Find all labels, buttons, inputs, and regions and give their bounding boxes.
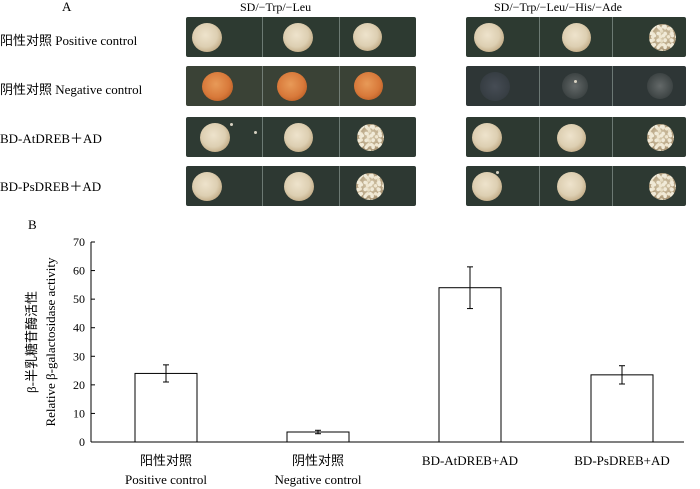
y-tick-label: 20 [73,378,85,392]
plate-strip-positive-left [186,17,416,57]
x-tick-label: BD-PsDREB+AD [574,453,669,468]
y-axis-label-cn: β-半乳糖苷酶活性 [24,291,39,393]
x-tick-label-en: Negative control [275,472,362,487]
colony [649,173,676,200]
panel-b-label: B [28,217,37,232]
colony [562,73,588,99]
plate-strip-atdreb-right [466,117,686,157]
y-axis-label-en: Relative β-galactosidase activity [43,257,58,427]
condition-left-label: SD/−Trp/−Leu [240,0,312,14]
colony [284,172,314,201]
row-label-negative: 阴性对照 Negative control [0,82,143,97]
colony [284,123,313,152]
colony [480,72,510,101]
colony [357,124,384,151]
bar [438,287,502,443]
colony [472,123,502,152]
x-tick-label: 阴性对照 [292,453,344,468]
colony [283,23,313,52]
chart-bars [134,266,654,443]
colony [647,124,674,151]
colony [354,72,383,100]
plate-strip-atdreb-left [186,117,416,157]
colony [557,172,586,201]
panel-a-label: A [62,0,72,14]
y-tick-label: 30 [73,349,85,363]
colony [472,172,502,201]
x-tick-label: BD-AtDREB+AD [422,453,518,468]
row-label-atdreb: BD-AtDREB＋AD [0,131,102,146]
colony [200,123,230,152]
colony [277,72,307,101]
y-tick-label: 10 [73,406,85,420]
x-tick-label-en: Positive control [125,472,207,487]
colony [192,23,222,52]
plate-strip-negative-right [466,66,686,106]
colony [649,24,676,51]
colony [356,173,384,200]
colony [557,124,586,152]
colony [647,73,673,99]
bar [590,374,654,443]
colony [474,23,504,52]
y-tick-label: 70 [73,235,85,249]
plate-strip-psdreb-left [186,166,416,206]
colony [202,72,233,101]
x-tick-label: 阳性对照 [140,453,192,468]
row-label-psdreb: BD-PsDREB＋AD [0,179,102,194]
chart-labels: 0 10 20 30 40 50 60 70 阳性对照 Positive control 阴性对照 N… [24,235,670,487]
plate-strip-psdreb-right [466,166,686,206]
bar [134,372,198,443]
y-tick-label: 60 [73,264,85,278]
colony [192,172,222,201]
y-tick-label: 0 [79,435,85,449]
colony [353,23,382,51]
y-tick-label: 50 [73,292,85,306]
plate-strip-positive-right [466,17,686,57]
row-label-positive: 阳性对照 Positive control [0,33,138,48]
y-tick-label: 40 [73,321,85,335]
condition-right-label: SD/−Trp/−Leu/−His/−Ade [494,0,622,14]
colony [562,23,591,52]
plate-strip-negative-left [186,66,416,106]
